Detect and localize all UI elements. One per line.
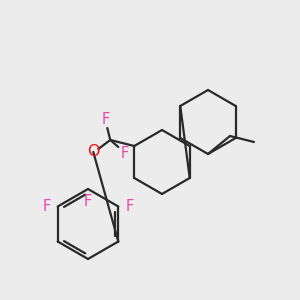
Text: F: F [125, 199, 134, 214]
Text: F: F [43, 199, 51, 214]
Text: F: F [84, 194, 92, 208]
Text: O: O [87, 145, 100, 160]
Text: F: F [101, 112, 110, 128]
Text: F: F [120, 146, 128, 161]
